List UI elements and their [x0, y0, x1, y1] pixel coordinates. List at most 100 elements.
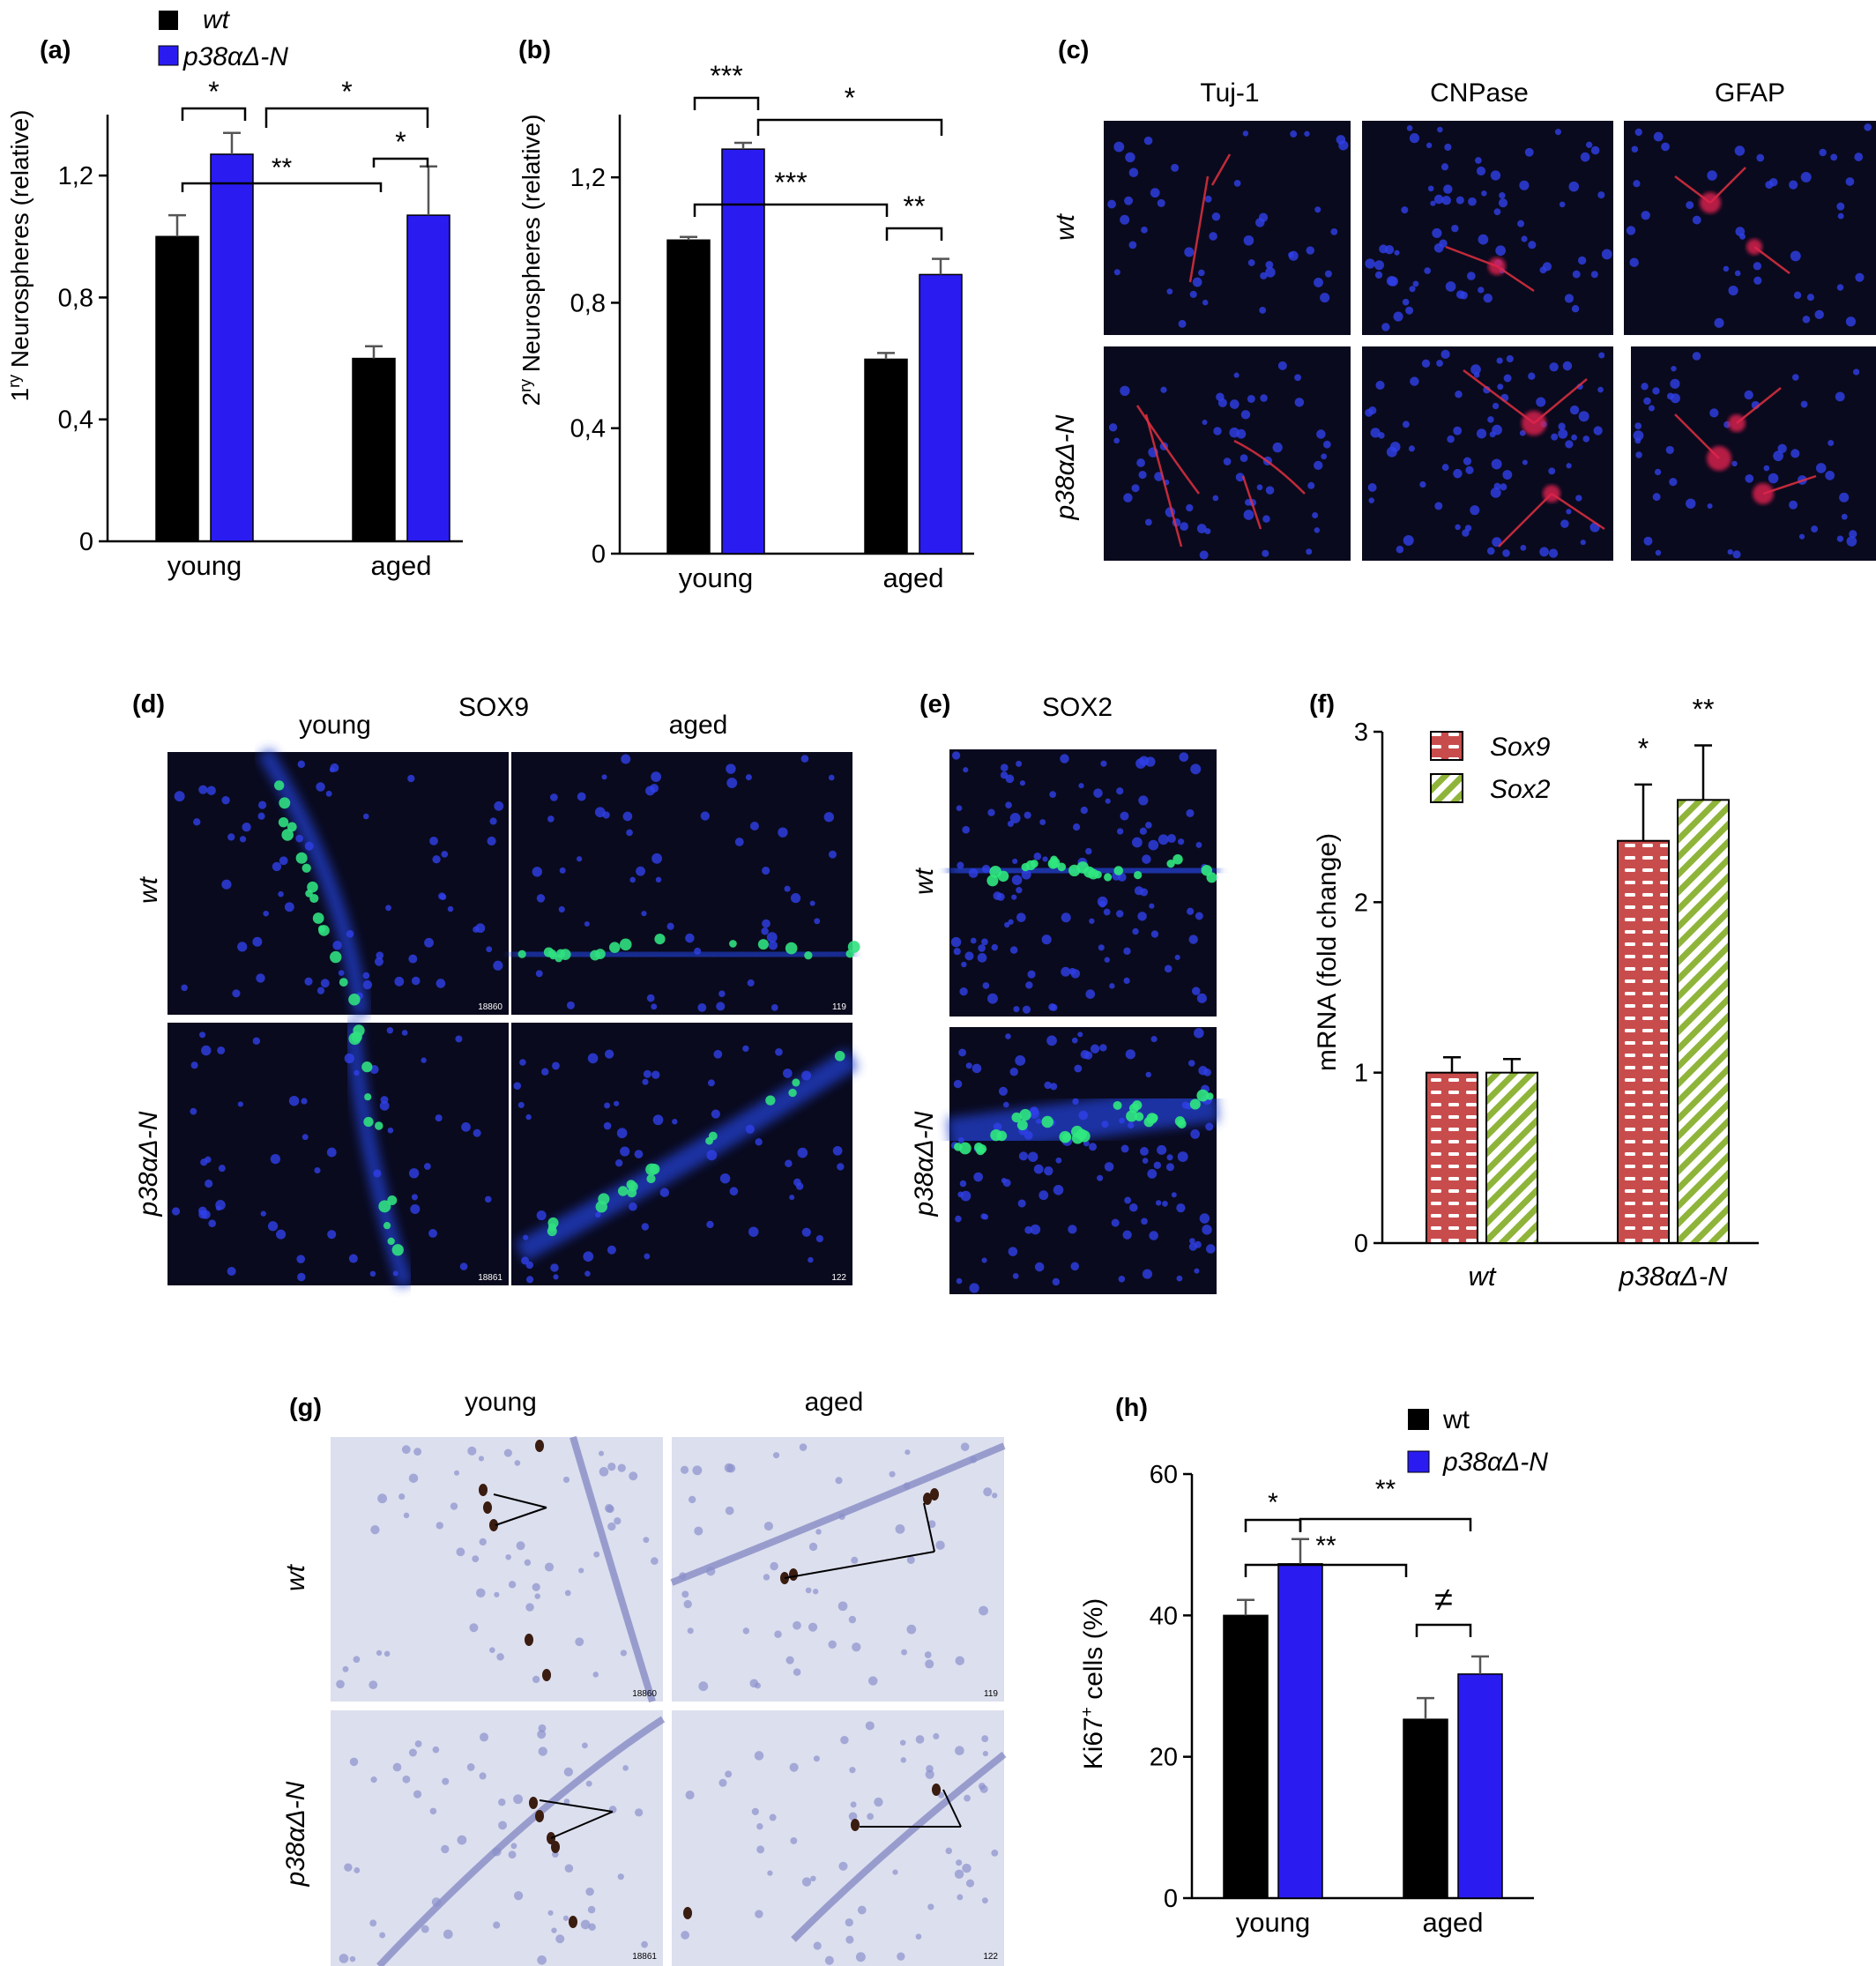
nucleus: [906, 1624, 917, 1635]
nucleus: [889, 1471, 896, 1478]
nucleus: [421, 1057, 427, 1063]
nucleus: [1039, 819, 1046, 825]
nucleus: [607, 1245, 616, 1255]
nucleus: [1265, 261, 1274, 269]
marker-cell: [312, 912, 324, 924]
nucleus: [1202, 299, 1209, 306]
nucleus: [1306, 548, 1313, 555]
marker-cell: [847, 941, 860, 953]
nucleus: [237, 1101, 243, 1107]
nucleus: [981, 1735, 989, 1743]
nucleus: [1455, 290, 1465, 299]
nucleus: [855, 1952, 866, 1962]
marker-cell: [278, 816, 289, 828]
nucleus: [1108, 423, 1118, 432]
nucleus: [279, 856, 288, 866]
nucleus: [725, 1506, 734, 1515]
panel-c-row-mut: p38αΔ-N: [1051, 414, 1080, 520]
nucleus: [402, 1775, 411, 1784]
nucleus: [1590, 145, 1600, 155]
nucleus: [1005, 1033, 1011, 1039]
nucleus: [1012, 1273, 1019, 1279]
nucleus: [1854, 153, 1864, 161]
nucleus: [808, 1542, 818, 1552]
nucleus: [899, 1739, 906, 1746]
nucleus: [1176, 1275, 1183, 1282]
nucleus: [1194, 1240, 1202, 1248]
nucleus: [368, 1680, 378, 1690]
nucleus: [617, 1463, 626, 1472]
nucleus: [455, 1035, 463, 1043]
marker-blob: [1707, 446, 1731, 471]
micrograph: [672, 1710, 1004, 1966]
significance-label: **: [1315, 1531, 1336, 1560]
nucleus: [1104, 1162, 1114, 1172]
nucleus: [1011, 894, 1017, 900]
nucleus: [392, 1270, 398, 1277]
nucleus: [1202, 1225, 1212, 1235]
nucleus: [614, 1100, 620, 1106]
nucleus: [1123, 947, 1131, 956]
significance-label: ***: [774, 167, 807, 198]
panel-d-micrographs: 18860 119 18861 122: [168, 748, 860, 1288]
y-tick-label: 1,2: [58, 162, 93, 190]
nucleus: [838, 1601, 848, 1612]
nucleus: [353, 1656, 361, 1664]
nucleus: [1260, 272, 1268, 279]
panel-a-label: (a): [40, 36, 71, 64]
nucleus: [927, 1520, 936, 1529]
nucleus: [1209, 232, 1217, 241]
nucleus: [1314, 527, 1321, 533]
nucleus: [705, 1566, 716, 1576]
nucleus: [1090, 1044, 1100, 1054]
nucleus: [1481, 190, 1487, 197]
nucleus: [895, 1523, 905, 1534]
marker-cell: [1011, 1112, 1022, 1123]
nucleus: [1836, 535, 1844, 542]
nucleus: [1437, 126, 1443, 133]
ventricle-edge: [570, 1435, 656, 1703]
nucleus: [828, 774, 835, 781]
nucleus: [987, 808, 995, 816]
nucleus: [1009, 813, 1021, 823]
nucleus: [1419, 480, 1426, 488]
nucleus: [1528, 241, 1537, 249]
marker-cell: [654, 933, 666, 945]
nucleus: [316, 782, 325, 792]
significance-label: *: [208, 76, 219, 108]
nucleus: [1597, 191, 1605, 199]
nucleus: [190, 1061, 198, 1069]
nucleus: [1012, 858, 1018, 864]
y-tick-label: 0: [79, 528, 93, 556]
nucleus: [924, 1651, 932, 1658]
nucleus: [621, 754, 631, 764]
nucleus: [498, 1821, 507, 1830]
nucleus: [742, 1045, 749, 1053]
nucleus: [1402, 421, 1410, 428]
nucleus: [1648, 405, 1655, 412]
nucleus: [1441, 196, 1451, 205]
nucleus: [1790, 250, 1801, 262]
nucleus: [1441, 464, 1449, 472]
nucleus: [687, 1627, 694, 1635]
nucleus: [1777, 443, 1787, 454]
marker-cell: [375, 1121, 383, 1130]
nucleus: [1034, 1262, 1045, 1272]
marker-blob: [1522, 411, 1546, 436]
significance-bracket: [756, 118, 943, 136]
nucleus: [815, 1234, 823, 1243]
nucleus: [440, 893, 447, 901]
nucleus: [694, 947, 702, 955]
x-tick-label: aged: [371, 550, 432, 581]
nucleus: [969, 1283, 979, 1293]
nucleus: [1312, 512, 1319, 518]
marker-cell: [378, 1200, 391, 1213]
nucleus: [1654, 468, 1662, 476]
nucleus: [1470, 364, 1481, 375]
nucleus: [981, 1897, 988, 1904]
marker-blob: [1488, 257, 1506, 275]
nucleus: [592, 1672, 599, 1678]
legend-label-mut: p38αΔ-N: [182, 42, 288, 71]
nucleus: [344, 1863, 353, 1872]
